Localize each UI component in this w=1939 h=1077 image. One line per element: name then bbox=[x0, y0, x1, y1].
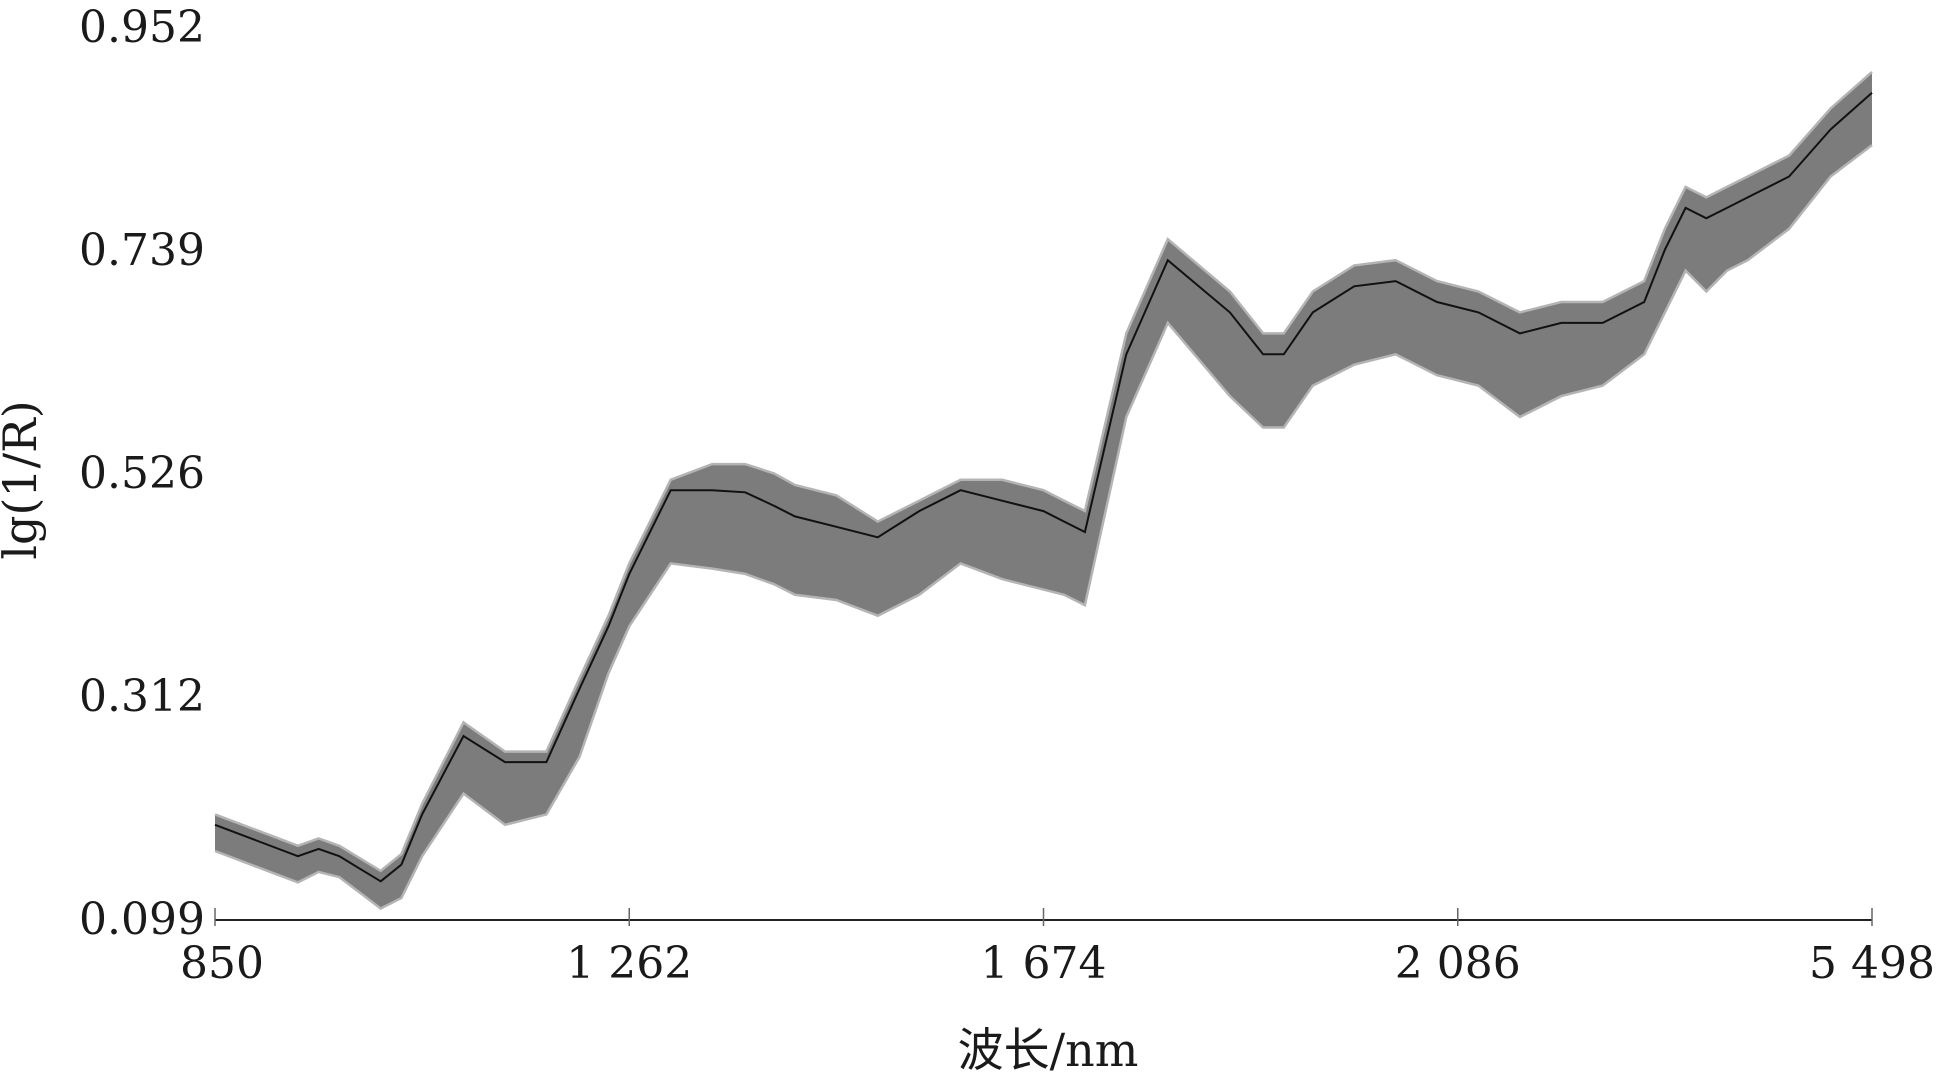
upper-envelope-line bbox=[214, 70, 1873, 873]
y-tick-label: 0.952 bbox=[79, 2, 205, 53]
x-tick-label: 850 bbox=[180, 938, 264, 989]
plot-area bbox=[214, 70, 1873, 910]
x-tick-label: 5 498 bbox=[1809, 938, 1935, 989]
x-tick-label: 1 674 bbox=[981, 938, 1107, 989]
x-axis-title: 波长/nm bbox=[958, 1023, 1139, 1077]
x-tick-label: 2 086 bbox=[1395, 938, 1521, 989]
y-tick-label: 0.099 bbox=[79, 894, 205, 945]
y-tick-label: 0.312 bbox=[79, 671, 205, 722]
y-tick-label: 0.526 bbox=[79, 448, 205, 499]
y-axis-title: lg(1/R) bbox=[0, 400, 47, 559]
x-tick-label: 1 262 bbox=[566, 938, 692, 989]
y-ticks: 0.099 0.312 0.526 0.739 0.952 bbox=[79, 2, 205, 945]
lower-envelope-line bbox=[214, 144, 1873, 910]
y-tick-label: 0.739 bbox=[79, 225, 205, 276]
x-ticks: 850 1 262 1 674 2 086 5 498 bbox=[180, 908, 1935, 989]
mean-spectrum-line bbox=[214, 92, 1873, 883]
